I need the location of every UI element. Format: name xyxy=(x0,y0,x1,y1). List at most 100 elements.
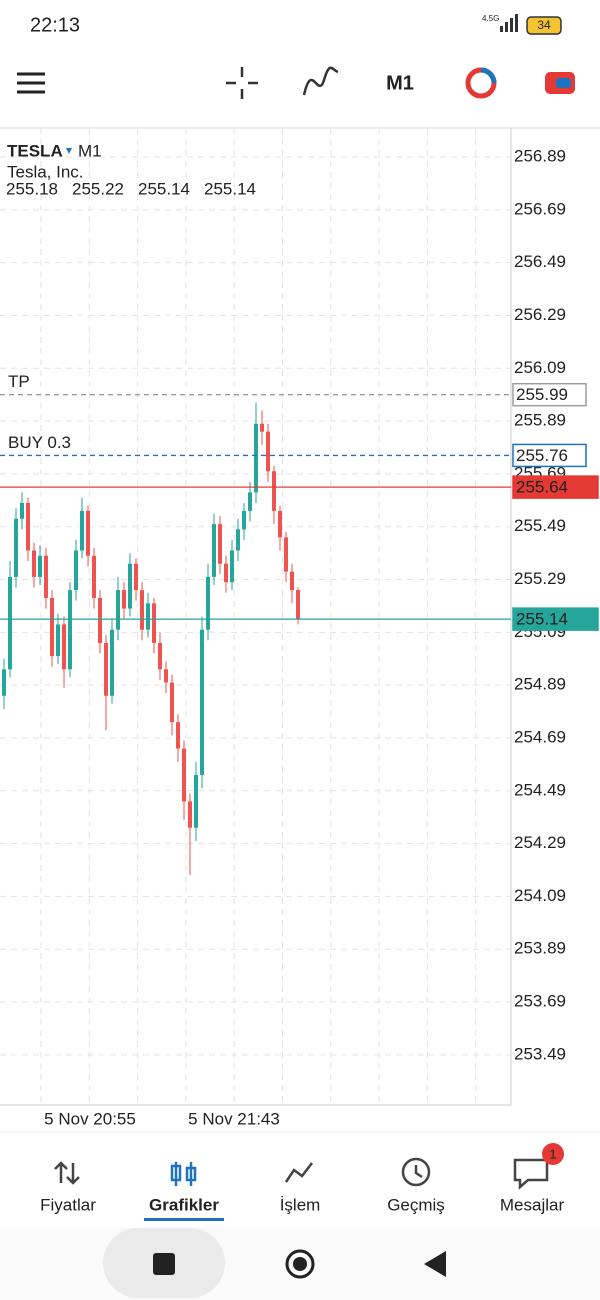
candle-body xyxy=(236,529,240,551)
candle-body xyxy=(206,576,210,630)
price-tag-label: 255.99 xyxy=(516,385,568,404)
y-tick-label: 255.29 xyxy=(514,569,566,588)
candle-body xyxy=(44,555,48,599)
candle-body xyxy=(122,590,126,609)
signal-icon xyxy=(500,14,518,32)
y-tick-label: 253.89 xyxy=(514,939,566,958)
nav-label[interactable]: Mesajlar xyxy=(500,1195,565,1214)
nav-label[interactable]: Fiyatlar xyxy=(40,1195,96,1214)
indicators-button[interactable] xyxy=(302,66,339,96)
candle-body xyxy=(194,774,198,828)
y-tick-label: 256.69 xyxy=(514,199,566,218)
level-label: TP xyxy=(8,372,30,391)
candle-body xyxy=(164,669,168,683)
candle-body xyxy=(80,510,84,551)
candle-body xyxy=(200,629,204,775)
y-tick-label: 254.89 xyxy=(514,675,566,694)
ohlc-close: 255.14 xyxy=(204,179,256,198)
ohlc-low: 255.14 xyxy=(138,179,190,198)
price-tag-label: 255.14 xyxy=(516,610,568,629)
symbol[interactable]: TESLA xyxy=(7,141,63,160)
recents-button[interactable] xyxy=(153,1253,175,1275)
candle-body xyxy=(110,629,114,696)
candle-body xyxy=(8,576,12,670)
candle-body xyxy=(128,563,132,609)
y-tick-label: 254.09 xyxy=(514,886,566,905)
y-tick-label: 254.49 xyxy=(514,780,566,799)
candle-body xyxy=(290,571,294,591)
menu-button[interactable] xyxy=(17,72,45,94)
candle-body xyxy=(140,590,144,630)
bottom-nav: Fiyatlar Grafikler İşlem Geçmiş Mesajlar xyxy=(40,1195,564,1221)
candle-body xyxy=(284,537,288,572)
candle-body xyxy=(86,510,90,556)
trade-icon-part xyxy=(480,67,497,84)
symbol-dropdown[interactable] xyxy=(66,148,72,154)
y-tick-label: 254.69 xyxy=(514,727,566,746)
y-tick-label: 254.29 xyxy=(514,833,566,852)
candle-body xyxy=(254,423,258,493)
candle-body xyxy=(38,555,42,577)
y-tick-label: 255.89 xyxy=(514,411,566,430)
candle-body xyxy=(296,590,300,620)
y-tick-label: 253.69 xyxy=(514,992,566,1011)
candle-body xyxy=(272,471,276,511)
y-tick-label: 256.29 xyxy=(514,305,566,324)
nav-label[interactable]: İşlem xyxy=(280,1195,321,1214)
candle-body xyxy=(224,563,228,583)
candle-body xyxy=(266,431,270,472)
x-tick-label: 5 Nov 21:43 xyxy=(188,1109,280,1128)
home-button[interactable] xyxy=(285,1249,315,1279)
ohlc-open: 255.18 xyxy=(6,179,58,198)
candle-body xyxy=(176,722,180,749)
candle-body xyxy=(230,550,234,583)
candle-body xyxy=(260,423,264,432)
candle-body xyxy=(218,524,222,564)
candle-body xyxy=(50,598,54,657)
candle-body xyxy=(26,502,30,551)
battery-icon xyxy=(526,16,562,35)
y-tick-label: 255.49 xyxy=(514,516,566,535)
network-type: 4.5G xyxy=(482,14,499,23)
message-badge xyxy=(542,1143,564,1165)
ohlc-high: 255.22 xyxy=(72,179,124,198)
candle-body xyxy=(146,603,150,630)
candle-body xyxy=(74,550,78,591)
symbol-name: Tesla, Inc. xyxy=(7,162,84,181)
back-button[interactable] xyxy=(424,1251,446,1277)
candle-body xyxy=(20,502,24,519)
price-tag xyxy=(512,475,599,499)
candle-body xyxy=(134,563,138,591)
candle-body xyxy=(170,682,174,723)
candle-body xyxy=(212,524,216,577)
candle-body xyxy=(188,801,192,828)
chart: 256.89 256.69 256.49 256.29 256.09 255.89 255.… xyxy=(0,128,599,1128)
candle-body xyxy=(104,642,108,696)
y-tick-label: 256.49 xyxy=(514,252,566,271)
candle-body xyxy=(56,624,60,657)
candle-body xyxy=(14,518,18,577)
candle-body xyxy=(32,550,36,577)
x-tick-label: 5 Nov 20:55 xyxy=(44,1109,136,1128)
candle-body xyxy=(2,669,6,696)
message-badge-count: 1 xyxy=(549,1146,556,1161)
nav-label[interactable]: Grafikler xyxy=(149,1195,219,1214)
price-tag xyxy=(512,607,599,631)
level-label: BUY 0.3 xyxy=(8,433,71,452)
candle-body xyxy=(152,603,156,643)
candle-body xyxy=(116,590,120,630)
crosshair-button[interactable] xyxy=(226,67,258,99)
timeframe-button[interactable]: M1 xyxy=(386,72,414,94)
nav-label[interactable]: Geçmiş xyxy=(387,1195,445,1214)
candle-body xyxy=(92,555,96,599)
candle-body xyxy=(242,510,246,530)
y-tick-label: 256.89 xyxy=(514,147,566,166)
nav-active-indicator xyxy=(144,1218,224,1221)
y-tick-label: 256.09 xyxy=(514,358,566,377)
home-button-dot xyxy=(293,1257,307,1271)
deal-icon-part xyxy=(556,78,571,88)
nav-icons xyxy=(54,1157,549,1190)
status-time: 22:13 xyxy=(30,14,80,36)
candle-body xyxy=(248,492,252,511)
